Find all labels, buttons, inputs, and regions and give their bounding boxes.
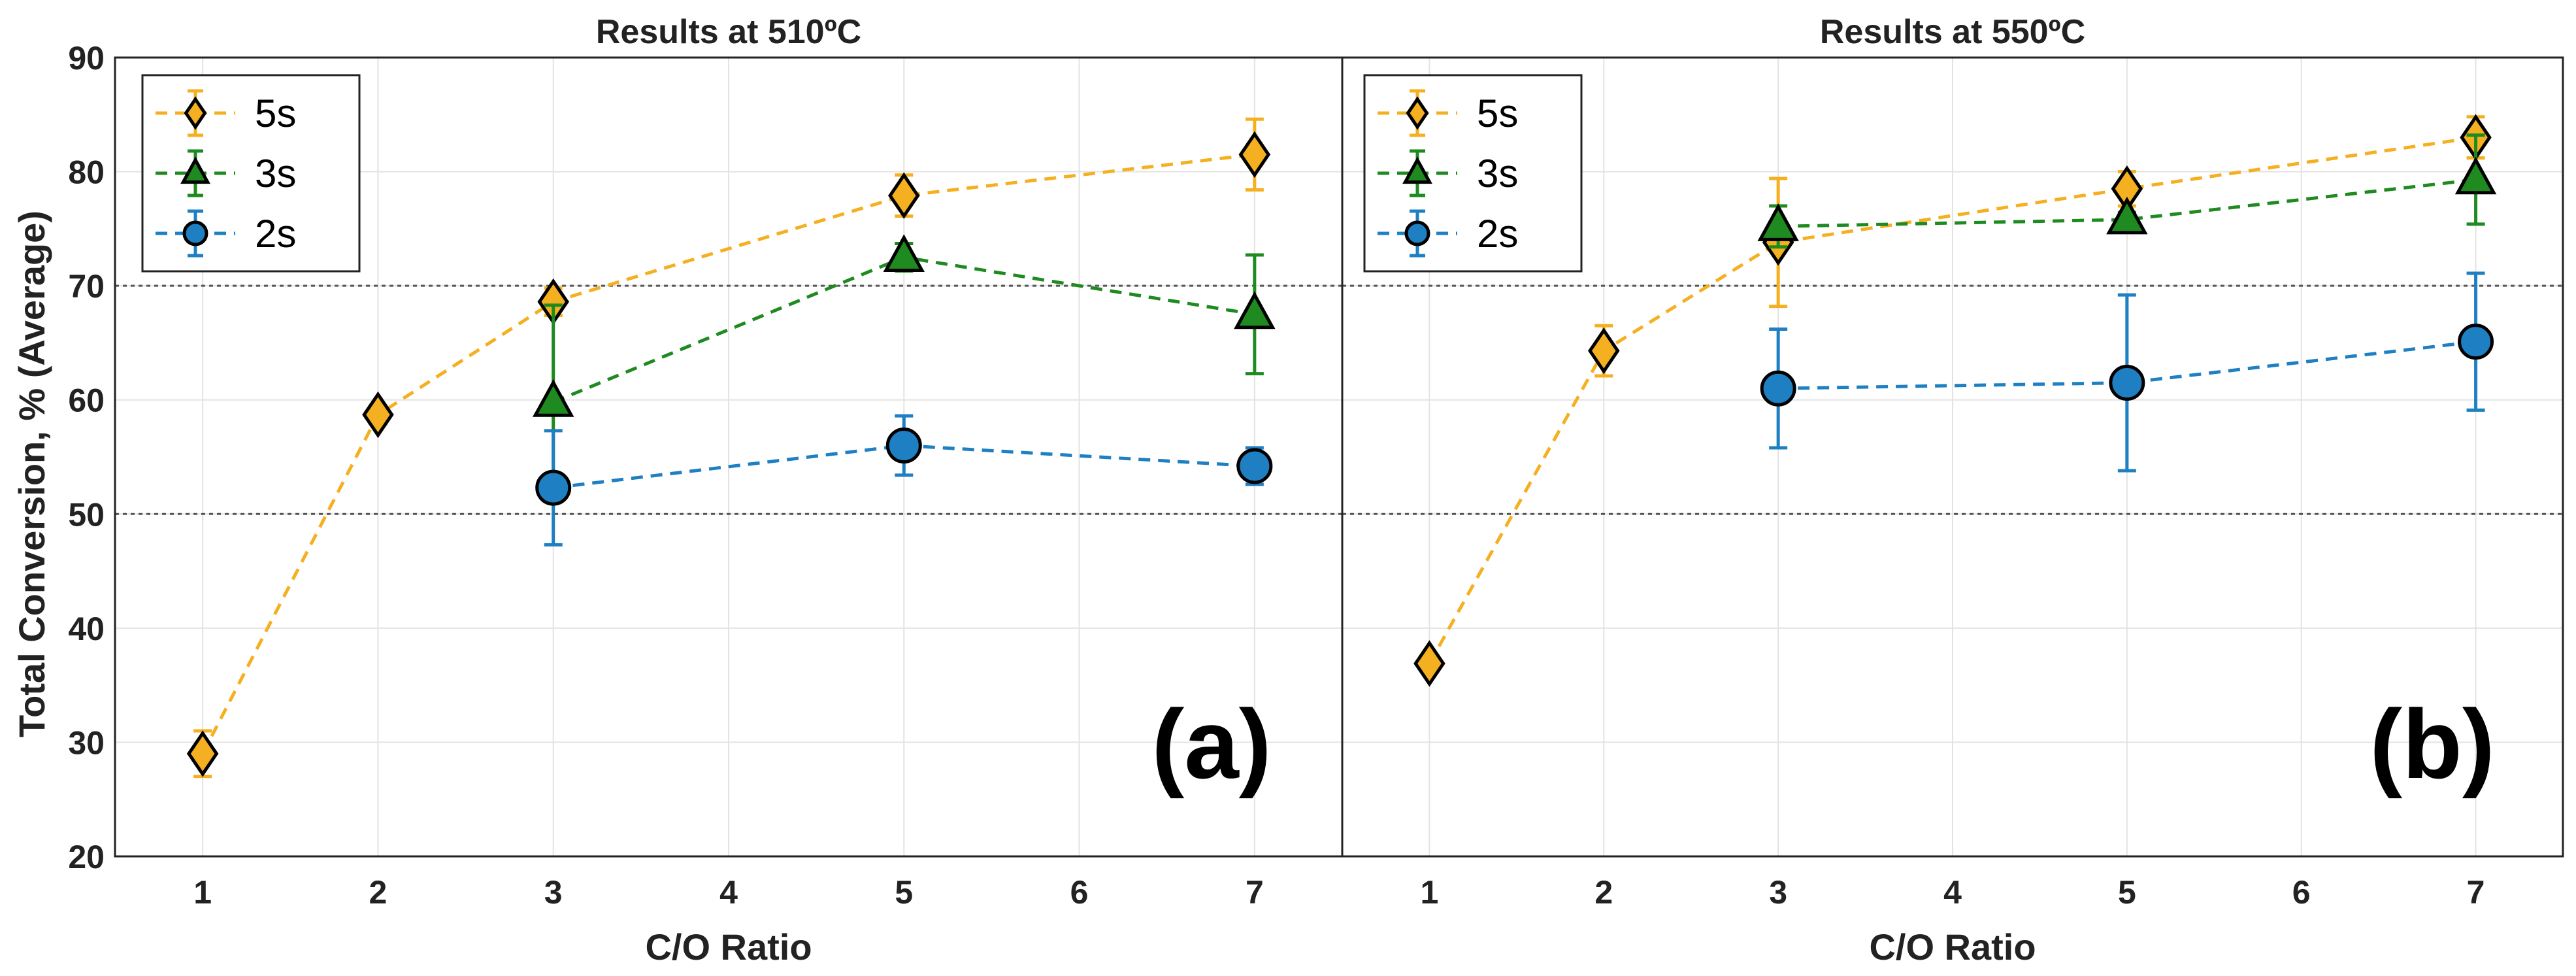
legend-label-5s: 5s — [255, 92, 296, 135]
legend-label-3s: 3s — [255, 152, 296, 195]
data-point-2s — [2109, 365, 2145, 401]
data-point-3s — [1234, 291, 1276, 329]
data-point-5s — [1238, 131, 1271, 178]
x-tick-label: 3 — [1769, 874, 1787, 911]
legend-marker-3s — [180, 156, 210, 184]
y-tick-label: 90 — [68, 40, 105, 76]
data-point-2s — [1760, 370, 1796, 407]
legend-marker-2s — [1404, 220, 1430, 246]
data-point-5s — [888, 172, 920, 219]
x-tick-label: 4 — [1943, 874, 1962, 911]
data-point-2s — [1236, 448, 1273, 484]
legend-marker-5s — [1406, 96, 1429, 130]
chart-title: Results at 510ºC — [596, 13, 861, 51]
y-tick-label: 60 — [68, 382, 105, 419]
legend-marker-3s — [1402, 156, 1432, 184]
data-point-3s — [532, 379, 574, 417]
x-tick-label: 7 — [1246, 874, 1264, 911]
data-point-3s — [2106, 196, 2148, 235]
legend-label-2s: 2s — [255, 212, 296, 256]
panel-label: (b) — [2370, 689, 2495, 799]
data-point-5s — [1413, 640, 1445, 687]
y-tick-label: 70 — [68, 268, 105, 305]
panel-label: (a) — [1151, 689, 1271, 799]
x-tick-label: 7 — [2467, 874, 2485, 911]
x-tick-label: 5 — [895, 874, 913, 911]
x-axis-label: C/O Ratio — [645, 926, 812, 968]
y-tick-label: 80 — [68, 154, 105, 191]
data-point-2s — [2458, 324, 2494, 360]
data-point-3s — [2454, 156, 2497, 195]
x-tick-label: 1 — [193, 874, 212, 911]
panel-b-550c: 1 2 3 4 5 6 7 Results at 550ºC C/O Ratio (b) 5s 3s 2… — [1341, 13, 2564, 968]
data-point-2s — [885, 428, 922, 464]
panel-a-510c: 1 2 3 4 5 6 7 20 30 40 50 60 70 80 90 Results at 510ºC C… — [68, 13, 1344, 968]
x-tick-label: 6 — [1070, 874, 1089, 911]
x-tick-label: 4 — [719, 874, 738, 911]
plot-frame — [1341, 56, 2564, 858]
x-tick-label: 2 — [369, 874, 388, 911]
legend-label-2s: 2s — [1477, 212, 1518, 256]
y-axis-label: Total Conversion, % (Average) — [11, 210, 52, 737]
legend-marker-2s — [182, 220, 208, 246]
x-tick-label: 2 — [1594, 874, 1613, 911]
data-point-3s — [883, 234, 925, 272]
data-point-5s — [362, 391, 394, 439]
y-tick-label: 20 — [68, 839, 105, 875]
data-point-5s — [186, 730, 219, 777]
legend-label-5s: 5s — [1477, 92, 1518, 135]
legend-label-3s: 3s — [1477, 152, 1518, 195]
x-tick-label: 3 — [544, 874, 563, 911]
chart-title: Results at 550ºC — [1820, 13, 2085, 51]
data-point-2s — [535, 469, 572, 506]
legend-box — [1363, 74, 1583, 273]
legend-box — [141, 74, 361, 273]
x-axis-label: C/O Ratio — [1869, 926, 2036, 968]
x-tick-label: 1 — [1421, 874, 1439, 911]
series-line-5s — [1428, 135, 2476, 665]
legend-marker-5s — [184, 96, 207, 130]
data-point-3s — [1757, 203, 1799, 241]
y-tick-label: 40 — [68, 611, 105, 647]
data-point-5s — [1588, 327, 1620, 375]
y-tick-label: 30 — [68, 724, 105, 761]
y-tick-label: 50 — [68, 496, 105, 533]
x-tick-label: 5 — [2118, 874, 2136, 911]
x-tick-label: 6 — [2292, 874, 2311, 911]
